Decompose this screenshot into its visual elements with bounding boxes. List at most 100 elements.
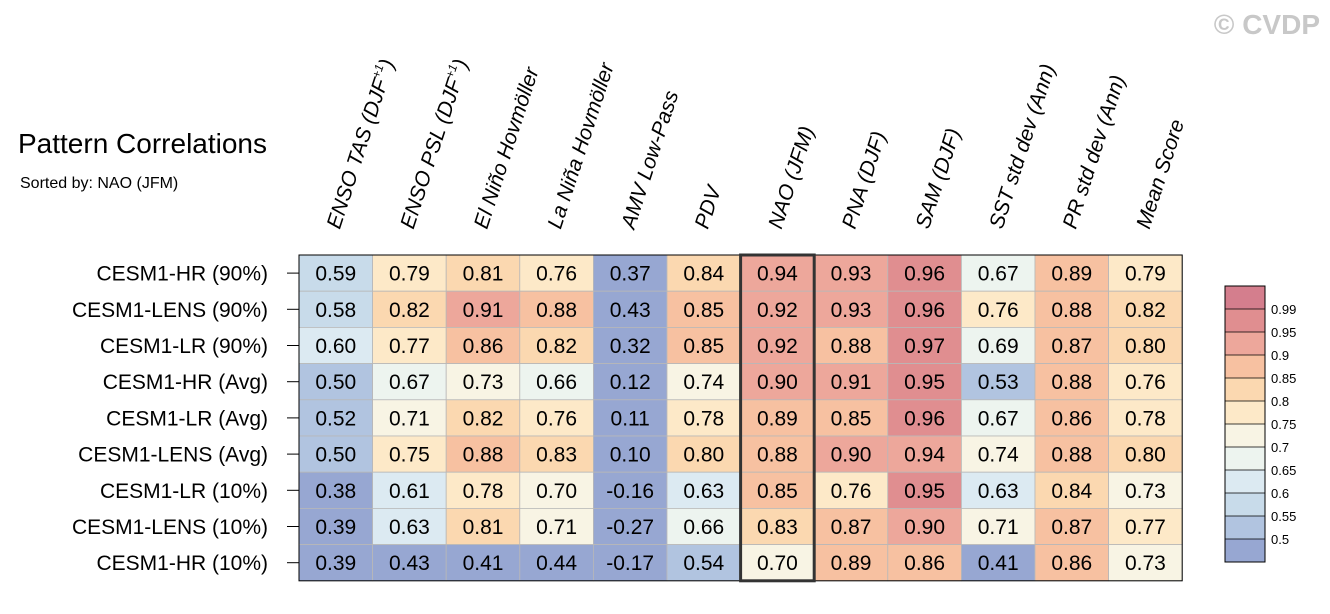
cell-value: 0.41 bbox=[978, 552, 1019, 575]
cell-value: 0.59 bbox=[315, 263, 356, 286]
cell-value: 0.32 bbox=[610, 335, 651, 358]
heatmap-cell bbox=[813, 290, 889, 328]
cell-value: 0.88 bbox=[831, 335, 872, 358]
heatmap-cell bbox=[1108, 507, 1183, 545]
heatmap-cell bbox=[813, 363, 889, 401]
cell-value: 0.39 bbox=[315, 516, 356, 539]
cell-value: 0.43 bbox=[389, 552, 430, 575]
cell-value: 0.78 bbox=[683, 407, 724, 430]
cell-value: 0.79 bbox=[1125, 263, 1166, 286]
cell-value: 0.52 bbox=[315, 407, 356, 430]
heatmap-cell bbox=[813, 471, 889, 509]
heatmap-cell bbox=[519, 399, 594, 437]
cell-value: 0.77 bbox=[1125, 516, 1166, 539]
cell-value: 0.96 bbox=[904, 263, 945, 286]
cell-value: 0.50 bbox=[315, 444, 356, 467]
cell-value: 0.78 bbox=[1125, 407, 1166, 430]
row-label: CESM1-HR (Avg) bbox=[103, 371, 268, 394]
heatmap-cell bbox=[372, 435, 447, 473]
colorbar-swatch bbox=[1225, 447, 1265, 470]
colorbar-label: 0.85 bbox=[1271, 371, 1296, 386]
column-label: ENSO TAS (DJF+1) bbox=[321, 56, 399, 232]
cell-value: 0.76 bbox=[831, 480, 872, 503]
heatmap-cell bbox=[593, 471, 668, 509]
heatmap-cell bbox=[961, 507, 1036, 545]
heatmap-cell bbox=[740, 254, 815, 292]
cell-value: 0.12 bbox=[610, 371, 651, 394]
colorbar-label: 0.8 bbox=[1271, 394, 1289, 409]
cell-value: 0.81 bbox=[463, 263, 504, 286]
cell-value: 0.90 bbox=[904, 516, 945, 539]
heatmap-cell bbox=[961, 363, 1036, 401]
cell-value: 0.74 bbox=[978, 444, 1019, 467]
column-label: El Niño Hovmöller bbox=[470, 64, 544, 232]
cell-value: 0.89 bbox=[831, 552, 872, 575]
cell-value: 0.78 bbox=[463, 480, 504, 503]
heatmap-cell bbox=[666, 435, 741, 473]
cell-value: 0.82 bbox=[1125, 299, 1166, 322]
colorbar-swatch bbox=[1225, 378, 1265, 401]
cell-value: 0.93 bbox=[831, 299, 872, 322]
heatmap-cell bbox=[813, 435, 889, 473]
colorbar-swatch bbox=[1225, 355, 1265, 378]
heatmap-cell bbox=[593, 507, 668, 545]
colorbar-label: 0.6 bbox=[1271, 486, 1289, 501]
column-label: PDV bbox=[691, 181, 727, 231]
column-label: La Niña Hovmöller bbox=[543, 59, 619, 231]
row-label: CESM1-LR (Avg) bbox=[106, 407, 268, 430]
heatmap-cell bbox=[961, 435, 1036, 473]
cell-value: 0.60 bbox=[315, 335, 356, 358]
cell-value: 0.82 bbox=[389, 299, 430, 322]
cell-value: 0.82 bbox=[463, 407, 504, 430]
cell-value: 0.80 bbox=[683, 444, 724, 467]
cell-value: 0.79 bbox=[389, 263, 430, 286]
cell-value: 0.93 bbox=[831, 263, 872, 286]
heatmap-cell bbox=[887, 435, 962, 473]
cell-value: 0.74 bbox=[683, 371, 724, 394]
cell-value: 0.88 bbox=[757, 444, 798, 467]
column-label: PNA (DJF) bbox=[838, 129, 891, 232]
cell-value: 0.37 bbox=[610, 263, 651, 286]
colorbar-label: 0.99 bbox=[1271, 302, 1296, 317]
cell-value: 0.41 bbox=[463, 552, 504, 575]
heatmap-cell bbox=[1034, 471, 1109, 509]
colorbar-swatch bbox=[1225, 516, 1265, 539]
cell-value: 0.43 bbox=[610, 299, 651, 322]
cell-value: 0.76 bbox=[536, 407, 577, 430]
cell-value: 0.61 bbox=[389, 480, 430, 503]
column-labels: ENSO TAS (DJF+1)ENSO PSL (DJF+1)El Niño … bbox=[321, 56, 1189, 233]
cell-value: 0.90 bbox=[757, 371, 798, 394]
heatmap-cell bbox=[519, 544, 594, 582]
cell-value: 0.91 bbox=[831, 371, 872, 394]
colorbar-border bbox=[1224, 285, 1266, 563]
cell-value: 0.96 bbox=[904, 299, 945, 322]
cell-value: 0.80 bbox=[1125, 444, 1166, 467]
column-label: Mean Score bbox=[1132, 117, 1189, 232]
heatmap-cell bbox=[445, 507, 521, 545]
cell-value: 0.63 bbox=[389, 516, 430, 539]
heatmap-cell bbox=[1034, 544, 1109, 582]
heatmap-cell bbox=[519, 435, 594, 473]
heatmap-cell bbox=[1108, 399, 1183, 437]
colorbar: 0.5 0.55 0.6 0.65 0.7 0.75 0.8 0.85 0.9 0.95 0.99 bbox=[1224, 285, 1296, 563]
cell-value: 0.76 bbox=[536, 263, 577, 286]
cell-value: 0.90 bbox=[831, 444, 872, 467]
cell-value: -0.16 bbox=[606, 480, 654, 503]
chart-title: Pattern Correlations bbox=[18, 128, 267, 159]
colorbar-swatch bbox=[1225, 286, 1265, 309]
heatmap-cell bbox=[666, 471, 741, 509]
column-label: ENSO PSL (DJF+1) bbox=[394, 56, 472, 232]
cell-value: 0.89 bbox=[1051, 263, 1092, 286]
cell-value: 0.73 bbox=[1125, 552, 1166, 575]
cell-value: 0.76 bbox=[1125, 371, 1166, 394]
chart-subtitle: Sorted by: NAO (JFM) bbox=[20, 175, 178, 192]
cell-value: 0.85 bbox=[831, 407, 872, 430]
cell-value: 0.84 bbox=[1051, 480, 1092, 503]
cell-value: 0.85 bbox=[757, 480, 798, 503]
cell-value: 0.73 bbox=[1125, 480, 1166, 503]
heatmap-cell bbox=[298, 507, 373, 545]
heatmap-cell bbox=[666, 254, 741, 292]
heatmap-cell bbox=[593, 399, 668, 437]
heatmap-cells: 0.59 0.79 0.81 0.76 0.37 0.84 0.94 0.93 0.96 0.67… bbox=[298, 254, 1183, 582]
column-label: AMV Low-Pass bbox=[616, 87, 683, 233]
